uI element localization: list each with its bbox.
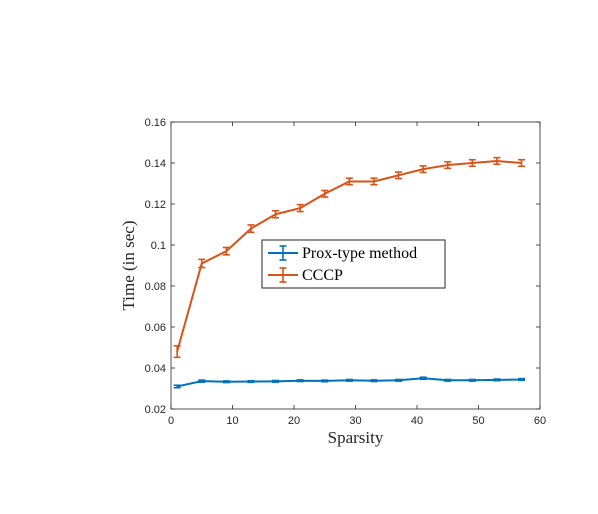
error-bar bbox=[518, 158, 526, 168]
y-tick-label: 0.16 bbox=[145, 117, 166, 129]
error-bar bbox=[247, 224, 255, 234]
error-bar bbox=[272, 209, 280, 219]
error-bar bbox=[518, 377, 526, 382]
error-bar bbox=[419, 165, 427, 174]
x-tick-label: 30 bbox=[349, 415, 361, 427]
series-layer bbox=[173, 156, 526, 389]
error-bar bbox=[444, 160, 452, 170]
y-tick-label: 0.06 bbox=[145, 322, 166, 334]
error-bar bbox=[321, 379, 329, 383]
legend-symbol-prox-type-method bbox=[268, 245, 298, 261]
y-tick-label: 0.08 bbox=[145, 281, 166, 293]
error-bar bbox=[198, 258, 206, 269]
error-bar bbox=[222, 380, 230, 384]
y-tick-label: 0.14 bbox=[145, 158, 166, 170]
x-tick-label: 10 bbox=[226, 415, 238, 427]
series-0 bbox=[173, 376, 526, 389]
y-tick-label: 0.1 bbox=[151, 240, 166, 252]
legend: Prox-type method CCCP bbox=[261, 239, 446, 289]
legend-entry-prox-type-method: Prox-type method bbox=[268, 245, 417, 262]
y-tick-label: 0.12 bbox=[145, 199, 166, 211]
x-tick-label: 0 bbox=[168, 415, 174, 427]
x-axis-label: Sparsity bbox=[328, 428, 384, 447]
error-bar bbox=[345, 177, 353, 186]
error-bar bbox=[222, 246, 230, 256]
error-bar bbox=[173, 384, 181, 389]
error-bar bbox=[395, 378, 403, 382]
error-bar bbox=[272, 379, 280, 383]
legend-label-cccp: CCCP bbox=[302, 267, 343, 284]
legend-label-prox-type-method: Prox-type method bbox=[302, 245, 417, 262]
axes-layer: 0 10 20 30 40 50 60 0.02 0.04 0.06 0.08 0.1 0.12 0.14… bbox=[145, 117, 547, 427]
x-tick-label: 60 bbox=[534, 415, 546, 427]
error-bar bbox=[321, 189, 329, 198]
error-bar bbox=[345, 378, 353, 382]
error-bar bbox=[198, 379, 206, 383]
x-tick-label: 50 bbox=[472, 415, 484, 427]
error-bar bbox=[468, 158, 476, 168]
error-bar bbox=[247, 379, 255, 384]
error-bar bbox=[493, 378, 501, 382]
error-bar bbox=[493, 156, 501, 166]
x-tick-label: 20 bbox=[288, 415, 300, 427]
error-bar bbox=[296, 203, 304, 213]
legend-box bbox=[261, 239, 446, 289]
legend-symbol-cccp bbox=[268, 267, 298, 283]
error-bar bbox=[444, 378, 452, 382]
error-bar bbox=[296, 379, 304, 383]
error-bar bbox=[173, 345, 181, 359]
error-bar bbox=[395, 171, 403, 180]
error-bar bbox=[370, 379, 378, 383]
y-tick-label: 0.04 bbox=[145, 363, 166, 375]
x-tick-label: 40 bbox=[411, 415, 423, 427]
error-bar bbox=[468, 378, 476, 382]
series-1 bbox=[173, 156, 526, 359]
y-tick-label: 0.02 bbox=[145, 404, 166, 416]
error-bar bbox=[370, 177, 378, 186]
error-bar bbox=[419, 376, 427, 381]
y-axis-label: Time (in sec) bbox=[119, 220, 138, 310]
legend-entry-cccp: CCCP bbox=[268, 267, 343, 284]
